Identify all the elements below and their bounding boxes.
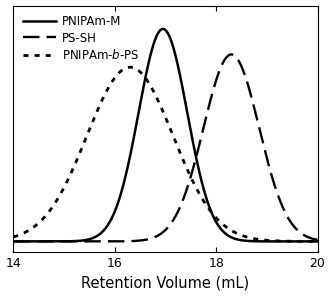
X-axis label: Retention Volume (mL): Retention Volume (mL) [81, 276, 250, 290]
Legend: PNIPAm-M, PS-SH, PNIPAm-$b$-PS: PNIPAm-M, PS-SH, PNIPAm-$b$-PS [19, 12, 143, 66]
